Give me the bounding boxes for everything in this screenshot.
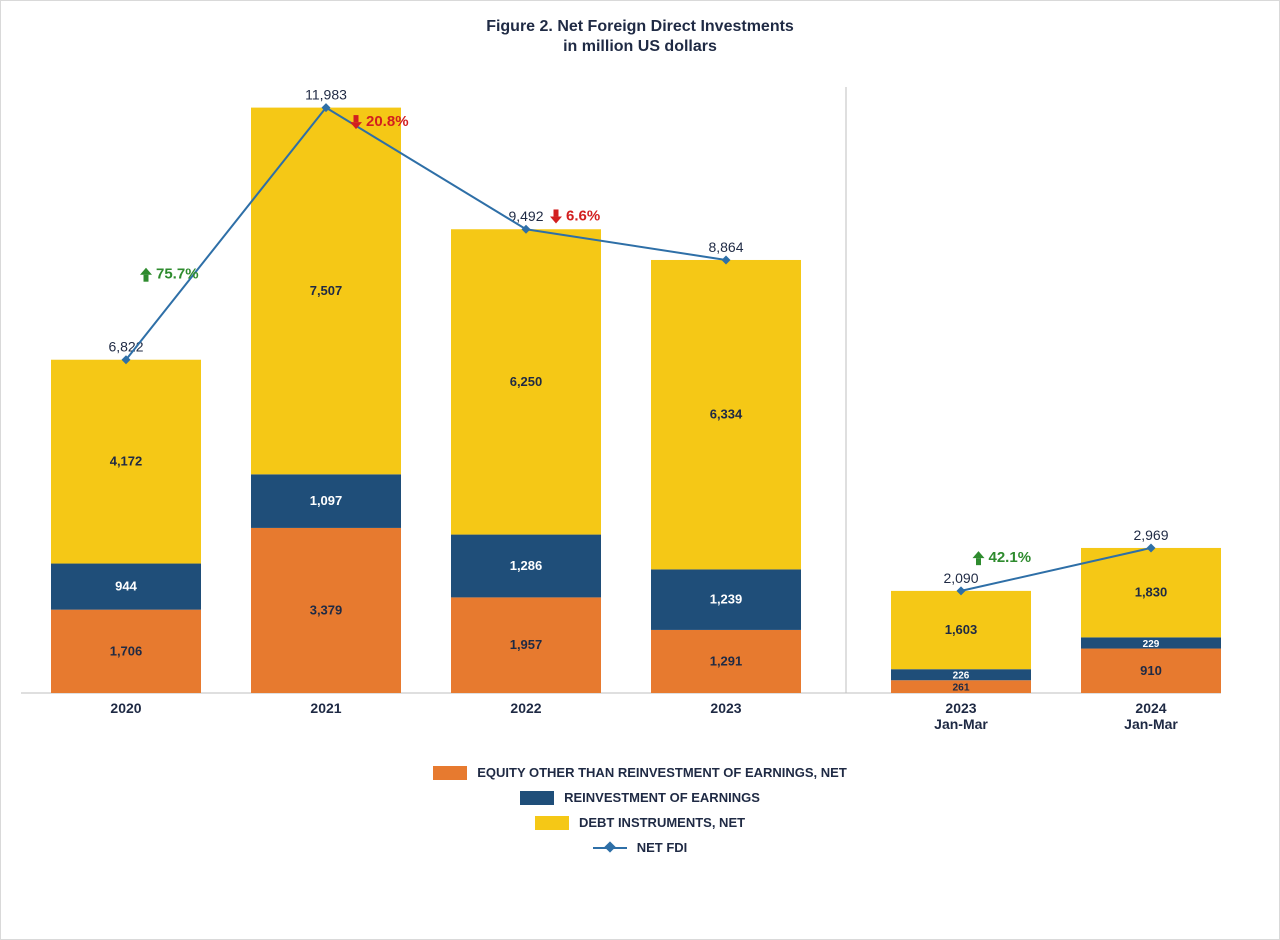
bar-value-label: 6,334 [710, 407, 743, 422]
bar-value-label: 1,291 [710, 653, 743, 668]
bar-total-label: 11,983 [305, 87, 347, 103]
bar-value-label: 1,830 [1135, 585, 1168, 600]
legend-item: DEBT INSTRUMENTS, NET [535, 815, 745, 830]
x-axis-label: 2023 [945, 700, 976, 716]
bar-value-label: 1,603 [945, 622, 978, 637]
bar-total-label: 8,864 [708, 239, 743, 255]
legend-label: REINVESTMENT OF EARNINGS [564, 790, 760, 805]
legend-swatch-icon [535, 816, 569, 830]
up-arrow-icon [140, 268, 152, 282]
change-annotation: 75.7% [156, 266, 199, 283]
bar-total-label: 2,090 [943, 570, 978, 586]
bar-value-label: 1,239 [710, 592, 743, 607]
chart-svg: 1,706 944 4,172 6,822 2020 3,379 1,097 7,507 11,… [21, 67, 1221, 747]
legend-item: EQUITY OTHER THAN REINVESTMENT OF EARNIN… [433, 765, 847, 780]
legend-item: NET FDI [593, 840, 688, 855]
x-axis-label: Jan-Mar [934, 716, 988, 732]
up-arrow-icon [973, 551, 985, 565]
legend-label: NET FDI [637, 840, 688, 855]
chart-area: 1,706 944 4,172 6,822 2020 3,379 1,097 7,507 11,… [21, 67, 1259, 747]
legend-swatch-icon [433, 766, 467, 780]
legend-swatch-icon [520, 791, 554, 805]
chart-frame: Figure 2. Net Foreign Direct Investments… [0, 0, 1280, 940]
bar-value-label: 1,957 [510, 637, 543, 652]
bar-value-label: 4,172 [110, 454, 143, 469]
title-line-2: in million US dollars [21, 37, 1259, 57]
bar-value-label: 3,379 [310, 602, 343, 617]
bar-value-label: 1,706 [110, 643, 143, 658]
change-annotation: 6.6% [566, 207, 600, 224]
bar-value-label: 1,097 [310, 493, 343, 508]
x-axis-label: 2024 [1135, 700, 1166, 716]
change-annotation: 42.1% [989, 549, 1032, 566]
legend-label: EQUITY OTHER THAN REINVESTMENT OF EARNIN… [477, 765, 847, 780]
x-axis-label: Jan-Mar [1124, 716, 1178, 732]
bar-total-label: 2,969 [1133, 527, 1168, 543]
legend-label: DEBT INSTRUMENTS, NET [579, 815, 745, 830]
x-axis-label: 2023 [710, 700, 741, 716]
bar-value-label: 261 [953, 683, 970, 694]
bar-value-label: 229 [1143, 639, 1160, 650]
x-axis-label: 2022 [510, 700, 541, 716]
bar-value-label: 944 [115, 579, 137, 594]
bar-value-label: 910 [1140, 663, 1162, 678]
legend-line-icon [593, 841, 627, 855]
bar-value-label: 6,250 [510, 374, 543, 389]
legend: EQUITY OTHER THAN REINVESTMENT OF EARNIN… [21, 765, 1259, 855]
change-annotation: 20.8% [366, 113, 409, 130]
figure-title: Figure 2. Net Foreign Direct Investments… [21, 17, 1259, 57]
bar-value-label: 1,286 [510, 558, 543, 573]
x-axis-label: 2021 [310, 700, 341, 716]
bar-total-label: 6,822 [108, 339, 143, 355]
title-line-1: Figure 2. Net Foreign Direct Investments [21, 17, 1259, 37]
down-arrow-icon [550, 209, 562, 223]
x-axis-label: 2020 [110, 700, 141, 716]
bar-value-label: 7,507 [310, 283, 343, 298]
bar-value-label: 226 [953, 671, 970, 682]
legend-item: REINVESTMENT OF EARNINGS [520, 790, 760, 805]
